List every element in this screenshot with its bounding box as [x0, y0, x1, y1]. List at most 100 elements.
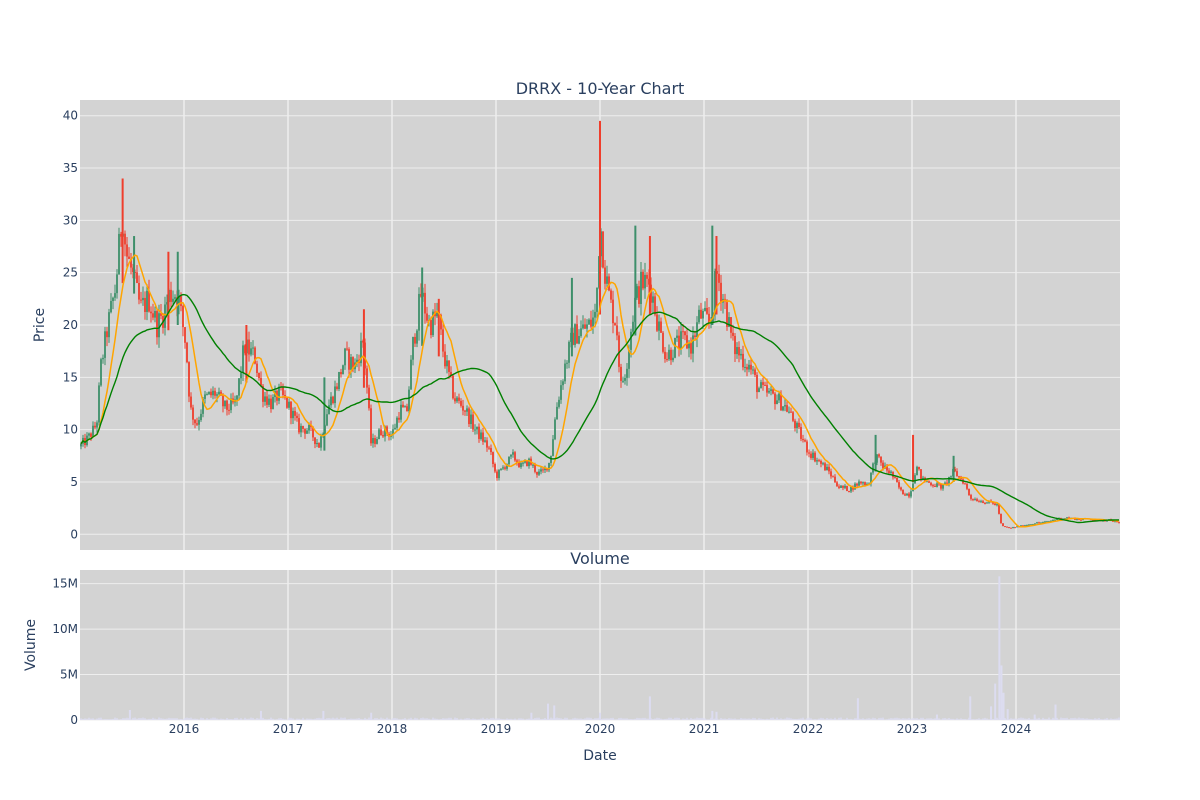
candle-body	[782, 406, 784, 411]
volume-bar	[606, 718, 608, 720]
candle-body	[646, 274, 648, 279]
candle-body	[256, 363, 258, 373]
candle-body	[112, 297, 114, 301]
volume-bar	[818, 718, 820, 720]
volume-bar	[568, 719, 570, 720]
volume-bar	[376, 718, 378, 720]
candle-body	[624, 377, 626, 381]
volume-bar	[1086, 718, 1088, 720]
volume-bar	[506, 718, 508, 720]
volume-bar	[1090, 718, 1092, 720]
candle-body	[1082, 519, 1084, 521]
candle-body	[126, 244, 128, 257]
candle-body	[858, 481, 860, 486]
volume-bar	[308, 718, 310, 720]
volume-bar	[100, 717, 102, 720]
volume-bar	[584, 718, 586, 720]
volume-bar	[472, 718, 474, 720]
volume-bar	[286, 719, 288, 720]
volume-bar	[824, 719, 826, 720]
volume-bar	[728, 718, 730, 720]
volume-bar	[912, 718, 914, 720]
candle-body	[1016, 526, 1018, 528]
candle-body	[750, 364, 752, 370]
candle-body	[270, 398, 272, 410]
volume-bar	[480, 718, 482, 720]
volume-bar	[752, 717, 754, 720]
candle-body	[650, 284, 652, 303]
volume-bar	[112, 718, 114, 720]
candle-body	[706, 307, 708, 314]
candle-body	[1044, 521, 1046, 523]
candle-body	[800, 427, 802, 439]
candle-body	[594, 311, 596, 318]
candle-body	[1000, 513, 1002, 524]
volume-y-tick-label: 5M	[60, 668, 78, 682]
volume-bar	[962, 719, 964, 720]
candle-body	[308, 424, 310, 431]
candle-body	[186, 342, 188, 363]
volume-bar	[362, 719, 364, 720]
candle-body	[770, 389, 772, 391]
candle-body	[184, 327, 186, 343]
volume-bar	[326, 718, 328, 720]
candle-body	[752, 369, 754, 371]
volume-bar	[396, 718, 398, 720]
candle-body	[440, 314, 442, 330]
candle-body	[826, 466, 828, 471]
volume-bar	[574, 717, 576, 720]
candle-body	[970, 495, 972, 499]
candle-body	[404, 406, 406, 408]
candle-body	[1104, 520, 1106, 522]
volume-spike-bar	[856, 698, 859, 720]
volume-bar	[992, 718, 994, 720]
candle-body	[754, 369, 756, 375]
candle-body	[610, 290, 612, 300]
candle-body	[476, 426, 478, 430]
candle-body	[832, 476, 834, 478]
volume-bar	[1016, 718, 1018, 720]
volume-bar	[1020, 717, 1022, 720]
candle-body	[986, 502, 988, 504]
volume-bar	[1050, 719, 1052, 720]
volume-bar	[1084, 718, 1086, 720]
candle-body	[528, 458, 530, 467]
volume-spike-bar	[1002, 692, 1005, 720]
candle-body	[896, 477, 898, 483]
candle-body	[342, 365, 344, 375]
volume-bar	[1080, 718, 1082, 720]
volume-bar	[384, 718, 386, 720]
candle-body	[108, 312, 110, 338]
candle-body	[912, 483, 914, 492]
volume-bar	[696, 717, 698, 720]
volume-bar	[906, 718, 908, 720]
candle-body	[196, 423, 198, 425]
candle-body	[110, 300, 112, 313]
candle-body	[490, 448, 492, 453]
candle-body	[966, 483, 968, 489]
candle-body	[814, 452, 816, 462]
candle-body	[942, 484, 944, 489]
candle-body	[386, 426, 388, 434]
volume-bar	[594, 718, 596, 720]
candle-body	[258, 372, 260, 379]
volume-spike-bar	[599, 712, 601, 720]
volume-spike-bar	[935, 714, 938, 720]
candle-body	[412, 336, 414, 360]
candle-body	[1006, 526, 1008, 528]
candle-body	[524, 460, 526, 463]
volume-bar	[150, 718, 152, 720]
volume-bar	[830, 718, 832, 720]
candle-body	[550, 455, 552, 463]
volume-bar	[1064, 717, 1066, 720]
volume-bar	[1042, 717, 1044, 720]
candle-body	[338, 372, 340, 390]
candle-body	[198, 420, 200, 425]
volume-bar	[470, 719, 472, 720]
candle-body	[200, 413, 202, 421]
volume-bar	[228, 719, 230, 720]
candle-body	[668, 349, 670, 360]
volume-bar	[88, 717, 90, 720]
candle-body	[746, 366, 748, 370]
volume-bar	[364, 717, 366, 720]
